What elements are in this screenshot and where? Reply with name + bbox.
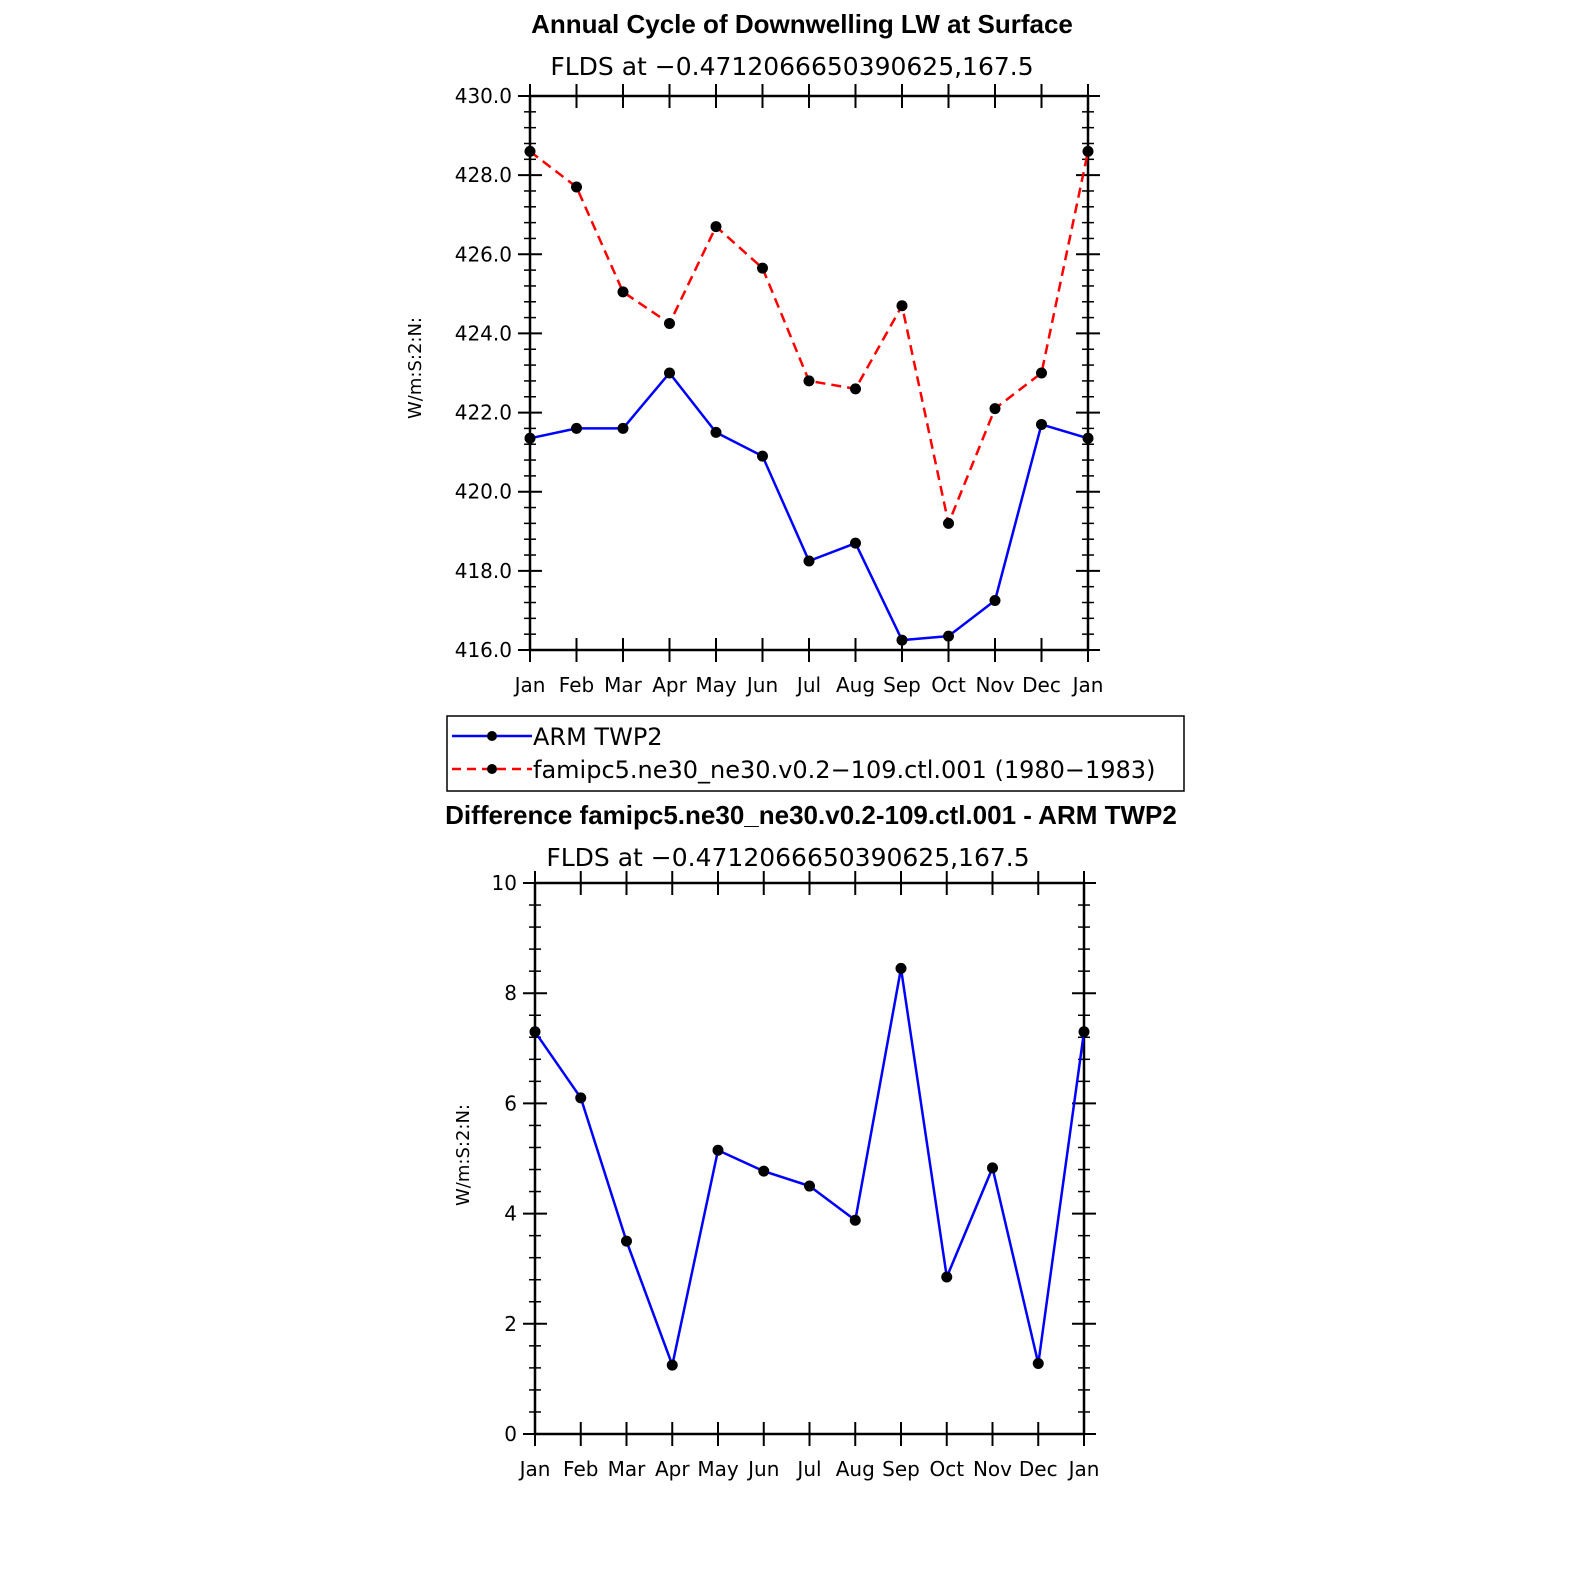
top-xtick-label: Nov — [975, 673, 1014, 697]
top-xtick-label: Aug — [836, 673, 875, 697]
legend-marker-famipc5 — [487, 764, 497, 774]
legend-label-arm-twp2: ARM TWP2 — [533, 723, 663, 751]
bottom-xtick-label: Jun — [746, 1457, 779, 1481]
top-xtick-label: Dec — [1022, 673, 1061, 697]
top-series-0-point — [757, 450, 768, 462]
top-series-0-point — [943, 630, 954, 642]
bottom-series-0-point — [895, 962, 907, 974]
top-series-0-point — [664, 367, 675, 379]
top-series-line-0 — [529, 371, 1089, 642]
top-ytick-label: 424.0 — [455, 321, 512, 345]
bottom-series-0-point — [529, 1026, 541, 1038]
bottom-series-0-point — [758, 1165, 770, 1177]
bottom-xtick-label: May — [697, 1457, 739, 1481]
top-series-1-point — [710, 221, 722, 233]
top-series-1-point — [617, 286, 629, 298]
bottom-chart-ylabel: W/m:S:2:N: — [453, 1104, 474, 1206]
top-series-1-point — [664, 318, 675, 330]
bottom-xtick-label: Jul — [795, 1457, 821, 1481]
top-series-0-point — [1036, 418, 1047, 430]
top-series-1-point — [850, 383, 861, 395]
legend-box — [446, 715, 1185, 792]
top-chart-ylabel: W/m:S:2:N: — [405, 317, 426, 419]
top-xtick-label: Jul — [795, 673, 821, 697]
top-series-1-point — [896, 300, 908, 312]
top-xtick-label: Jan — [513, 673, 546, 697]
top-xtick-label: Oct — [931, 673, 966, 697]
top-ytick-label: 430.0 — [455, 84, 512, 108]
top-series-1-point — [1082, 145, 1094, 157]
bottom-xtick-label: Sep — [882, 1457, 920, 1481]
bottom-series-0-point — [987, 1162, 998, 1174]
top-series-1-point — [757, 262, 768, 274]
top-chart-plot: 416.0 418.0 420.0 422.0 424.0 426.0 428.0 430.0… — [455, 84, 1104, 697]
top-series-0-point — [710, 426, 722, 438]
top-series-0-point — [571, 422, 582, 434]
bottom-xtick-label: Aug — [836, 1457, 875, 1481]
top-series-0-point — [896, 634, 908, 646]
bottom-series-0-point — [849, 1214, 861, 1226]
bottom-chart-subtitle: FLDS at −0.4712066650390625,167.5 — [546, 843, 1029, 872]
bottom-plot-frame — [533, 881, 1086, 1436]
bottom-xtick-label: Oct — [929, 1457, 964, 1481]
bottom-series-0-point — [1078, 1026, 1090, 1038]
bottom-xtick-label: Mar — [608, 1457, 647, 1481]
bottom-chart-plot: 0 2 4 6 8 10 Jan Feb Mar Apr May Jun Jul Aug Sep Oct Nov… — [492, 871, 1100, 1481]
top-series-0-point — [989, 595, 1001, 607]
top-ytick-label: 428.0 — [455, 163, 512, 187]
top-series-1-point — [1036, 367, 1047, 379]
bottom-series-0-point — [1032, 1357, 1044, 1369]
top-ytick-label: 418.0 — [455, 559, 512, 583]
legend: ARM TWP2 famipc5.ne30_ne30.v0.2−109.ctl.… — [446, 715, 1185, 792]
top-series-1-point — [524, 145, 536, 157]
top-chart-title: Annual Cycle of Downwelling LW at Surfac… — [531, 9, 1073, 39]
bottom-xtick-label: Apr — [655, 1457, 690, 1481]
top-ytick-label: 420.0 — [455, 480, 512, 504]
bottom-chart-title: Difference famipc5.ne30_ne30.v0.2-109.ct… — [445, 800, 1177, 830]
bottom-xtick-label: Jan — [518, 1457, 551, 1481]
top-ytick-label: 422.0 — [455, 401, 512, 425]
top-xtick-label: Feb — [559, 673, 594, 697]
top-xtick-label: May — [695, 673, 737, 697]
bottom-ytick-label: 4 — [504, 1202, 517, 1226]
top-xtick-label: Apr — [652, 673, 687, 697]
legend-marker-arm-twp2 — [487, 731, 497, 741]
bottom-series-0-point — [804, 1180, 815, 1192]
top-series-0-point — [850, 537, 861, 549]
bottom-ytick-label: 0 — [504, 1422, 517, 1446]
top-series-1-point — [989, 403, 1001, 415]
bottom-xtick-label: Feb — [563, 1457, 598, 1481]
top-series-line-1 — [529, 150, 1090, 525]
top-series-0-point — [1082, 432, 1094, 444]
bottom-series-0-point — [666, 1359, 678, 1371]
top-xtick-label: Jun — [745, 673, 778, 697]
bottom-series-0-point — [575, 1092, 587, 1104]
bottom-xtick-label: Jan — [1067, 1457, 1100, 1481]
bottom-series-0-point — [941, 1271, 953, 1283]
top-xtick-label: Mar — [604, 673, 643, 697]
legend-label-famipc5: famipc5.ne30_ne30.v0.2−109.ctl.001 (1980… — [533, 756, 1155, 784]
top-series-0-point — [803, 555, 815, 567]
bottom-ytick-label: 8 — [504, 981, 517, 1005]
top-series-0-point — [617, 422, 629, 434]
bottom-xtick-label: Dec — [1019, 1457, 1058, 1481]
bottom-ytick-label: 2 — [504, 1312, 517, 1336]
bottom-series-0-point — [712, 1144, 724, 1156]
top-series-0-point — [524, 432, 536, 444]
top-xtick-label: Jan — [1071, 673, 1104, 697]
top-series-1-point — [943, 517, 954, 529]
top-series-1-point — [571, 181, 582, 193]
bottom-ytick-label: 10 — [492, 871, 517, 895]
bottom-series-0-point — [621, 1235, 632, 1247]
top-series-1-point — [803, 375, 815, 387]
bottom-xtick-label: Nov — [973, 1457, 1012, 1481]
bottom-series-line-0 — [533, 967, 1086, 1367]
top-ytick-label: 426.0 — [455, 242, 512, 266]
top-ytick-label: 416.0 — [455, 638, 512, 662]
top-chart-subtitle: FLDS at −0.4712066650390625,167.5 — [550, 52, 1033, 81]
bottom-ytick-label: 6 — [504, 1091, 517, 1115]
top-xtick-label: Sep — [883, 673, 921, 697]
